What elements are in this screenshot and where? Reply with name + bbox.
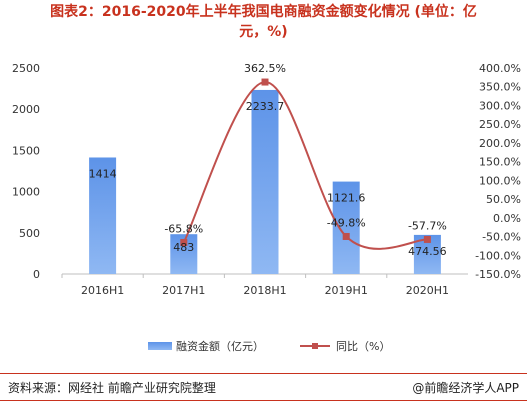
left-tick-label: 0 xyxy=(33,268,40,281)
line-value-label: -49.8% xyxy=(327,216,366,229)
bar xyxy=(89,157,117,274)
line-marker xyxy=(180,238,188,246)
line-series xyxy=(180,78,431,250)
chart-title: 图表2：2016-2020年上半年我国电商融资金额变化情况 (单位：亿 元，%) xyxy=(0,0,527,42)
brand-credit: @前瞻经济学人APP xyxy=(412,381,519,395)
bar-series xyxy=(89,89,441,275)
right-axis: -150.0% -100.0% -50.0% 0.0% 50.0% 100.0% 150.0… xyxy=(475,62,521,281)
chart-title-line-1: 图表2：2016-2020年上半年我国电商融资金额变化情况 (单位：亿 xyxy=(50,4,477,20)
x-tick-label: 2017H1 xyxy=(162,284,205,297)
x-tick-label: 2020H1 xyxy=(406,284,449,297)
data-labels: 1414 483 2233.7 1121.6 474.56 -65.8% 362.5% -49… xyxy=(89,62,447,258)
right-tick-label: 100.0% xyxy=(479,174,521,187)
footer-rule-top xyxy=(0,373,527,374)
right-tick-label: -50.0% xyxy=(482,231,521,244)
left-tick-label: 1500 xyxy=(12,144,40,157)
left-tick-label: 1000 xyxy=(12,186,40,199)
line-value-label: -65.8% xyxy=(164,222,203,235)
legend-bar-swatch xyxy=(148,342,172,350)
legend-bar-label: 融资金额（亿元） xyxy=(176,339,264,353)
left-axis: 0 500 1000 1500 2000 2500 xyxy=(12,62,40,281)
right-tick-label: 400.0% xyxy=(479,62,521,75)
x-tick-label: 2019H1 xyxy=(325,284,368,297)
right-tick-label: 50.0% xyxy=(486,193,521,206)
right-tick-label: -100.0% xyxy=(475,249,521,262)
line-marker xyxy=(342,232,350,240)
bar-value-label: 1414 xyxy=(89,167,117,180)
right-tick-label: 150.0% xyxy=(479,156,521,169)
bar-value-label: 474.56 xyxy=(408,245,447,258)
bar-value-label: 1121.6 xyxy=(327,192,366,205)
legend: 融资金额（亿元） 同比（%） xyxy=(148,339,390,353)
legend-line-marker xyxy=(312,343,318,349)
x-tick-label: 2016H1 xyxy=(81,284,124,297)
footer-rule-bottom xyxy=(0,400,527,401)
bar xyxy=(251,89,279,275)
right-tick-label: 200.0% xyxy=(479,137,521,150)
line-path xyxy=(182,81,428,250)
x-axis-ticks: 2016H1 2017H1 2018H1 2019H1 2020H1 xyxy=(61,274,449,297)
footer: 资料来源：网经社 前瞻产业研究院整理 @前瞻经济学人APP xyxy=(8,379,519,397)
bar xyxy=(332,181,360,274)
line-value-label: -57.7% xyxy=(408,219,447,232)
line-value-label: 362.5% xyxy=(244,62,286,75)
line-marker xyxy=(261,78,269,86)
bar-value-label: 2233.7 xyxy=(246,100,285,113)
chart-title-line-2: 元，%) xyxy=(239,24,288,40)
bar-value-label: 483 xyxy=(173,241,194,254)
right-tick-label: 350.0% xyxy=(479,81,521,94)
x-tick-label: 2018H1 xyxy=(243,284,286,297)
left-tick-label: 2000 xyxy=(12,103,40,116)
legend-line-label: 同比（%） xyxy=(336,340,390,353)
right-tick-label: 250.0% xyxy=(479,118,521,131)
right-tick-label: 0.0% xyxy=(493,212,521,225)
right-tick-label: 300.0% xyxy=(479,99,521,112)
left-tick-label: 500 xyxy=(19,227,40,240)
right-tick-label: -150.0% xyxy=(475,268,521,281)
line-marker xyxy=(423,235,431,243)
left-tick-label: 2500 xyxy=(12,62,40,75)
source-note: 资料来源：网经社 前瞻产业研究院整理 xyxy=(8,381,216,395)
